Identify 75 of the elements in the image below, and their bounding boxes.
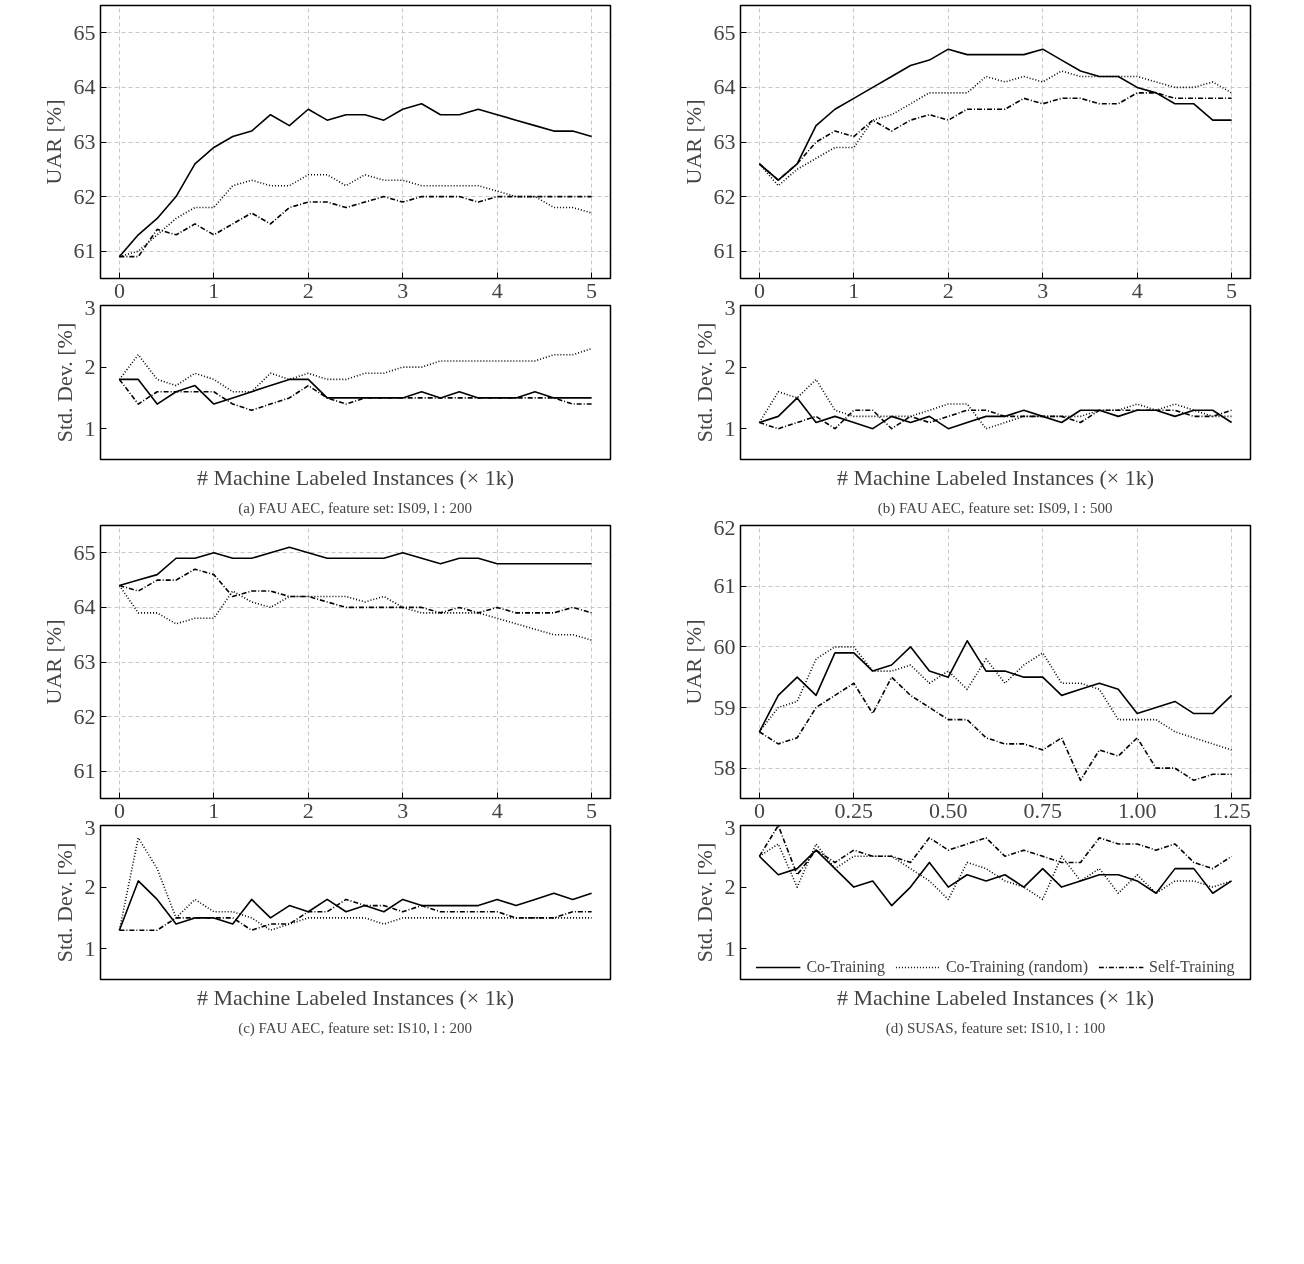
y-tick-label: 3 xyxy=(84,294,96,320)
x-tick-label: 0 xyxy=(113,797,125,823)
y-tick-label: 65 xyxy=(73,19,96,45)
y-tick-label: 2 xyxy=(724,354,736,380)
y-tick-label: 1 xyxy=(84,935,96,961)
y-tick-label: 64 xyxy=(73,74,96,100)
x-axis-title: # Machine Labeled Instances (× 1k) xyxy=(196,984,515,1010)
legend-label: Self-Training xyxy=(1148,958,1235,976)
y-tick-label: 1 xyxy=(724,935,736,961)
y-axis-title: Std. Dev. [%] xyxy=(691,322,717,443)
x-tick-label: 0.25 xyxy=(834,797,874,823)
y-tick-label: 64 xyxy=(713,74,736,100)
x-axis-title: # Machine Labeled Instances (× 1k) xyxy=(836,464,1155,490)
y-tick-label: 2 xyxy=(84,354,96,380)
text: (b) FAU AEC, feature set: IS09, l : 500 xyxy=(877,499,1113,517)
x-tick-label: 2 xyxy=(302,797,314,823)
x-tick-label: 5 xyxy=(586,797,598,823)
y-tick-label: 64 xyxy=(73,594,96,620)
x-tick-label: 4 xyxy=(1131,277,1143,303)
x-tick-label: 2 xyxy=(942,277,954,303)
y-axis-title: UAR [%] xyxy=(40,619,66,705)
x-tick-label: 5 xyxy=(586,277,598,303)
x-tick-label: 1.00 xyxy=(1117,797,1157,823)
x-tick-label: 3 xyxy=(397,277,409,303)
x-axis-title: # Machine Labeled Instances (× 1k) xyxy=(836,984,1155,1010)
y-tick-label: 63 xyxy=(73,649,96,674)
x-axis-title: # Machine Labeled Instances (× 1k) xyxy=(196,464,515,490)
y-tick-label: 3 xyxy=(724,814,736,840)
y-tick-label: 62 xyxy=(713,514,736,540)
y-tick-label: 62 xyxy=(73,703,96,729)
y-axis-title: Std. Dev. [%] xyxy=(51,842,77,963)
y-tick-label: 61 xyxy=(713,573,736,599)
x-tick-label: 4 xyxy=(491,797,503,823)
y-axis-title: UAR [%] xyxy=(680,99,706,185)
y-tick-label: 61 xyxy=(73,238,96,264)
text: (c) FAU AEC, feature set: IS10, l : 200 xyxy=(238,1019,473,1037)
y-tick-label: 63 xyxy=(713,129,736,154)
x-tick-label: 0.50 xyxy=(929,797,968,823)
y-tick-label: 61 xyxy=(713,238,736,264)
x-tick-label: 1 xyxy=(208,797,220,823)
y-tick-label: 61 xyxy=(73,758,96,784)
x-tick-label: 0 xyxy=(113,277,125,303)
x-tick-label: 0.75 xyxy=(1023,797,1062,823)
y-tick-label: 59 xyxy=(713,694,736,720)
y-tick-label: 65 xyxy=(73,539,96,565)
text: (d) SUSAS, feature set: IS10, l : 100 xyxy=(885,1019,1106,1037)
y-tick-label: 62 xyxy=(73,183,96,209)
text: (a) FAU AEC, feature set: IS09, l : 200 xyxy=(238,499,473,517)
x-tick-label: 2 xyxy=(302,277,314,303)
x-tick-label: 4 xyxy=(491,277,503,303)
y-tick-label: 2 xyxy=(724,874,736,900)
x-tick-label: 3 xyxy=(1037,277,1049,303)
x-tick-label: 0 xyxy=(753,277,765,303)
y-tick-label: 1 xyxy=(724,415,736,441)
x-tick-label: 1 xyxy=(848,277,860,303)
y-tick-label: 58 xyxy=(713,755,736,781)
y-tick-label: 63 xyxy=(73,129,96,154)
y-tick-label: 3 xyxy=(724,294,736,320)
y-tick-label: 2 xyxy=(84,874,96,900)
y-axis-title: Std. Dev. [%] xyxy=(691,842,717,963)
x-tick-label: 1 xyxy=(208,277,220,303)
x-tick-label: 1.25 xyxy=(1212,797,1251,823)
y-tick-label: 62 xyxy=(713,183,736,209)
x-tick-label: 5 xyxy=(1226,277,1238,303)
legend-label: Co-Training xyxy=(806,958,885,976)
legend-label: Co-Training (random) xyxy=(945,958,1088,976)
y-axis-title: Std. Dev. [%] xyxy=(51,322,77,443)
y-tick-label: 65 xyxy=(713,19,736,45)
y-tick-label: 1 xyxy=(84,415,96,441)
y-axis-title: UAR [%] xyxy=(40,99,66,185)
y-tick-label: 3 xyxy=(84,814,96,840)
x-tick-label: 0 xyxy=(753,797,765,823)
y-axis-title: UAR [%] xyxy=(680,619,706,705)
y-tick-label: 60 xyxy=(713,633,736,659)
x-tick-label: 3 xyxy=(397,797,409,823)
